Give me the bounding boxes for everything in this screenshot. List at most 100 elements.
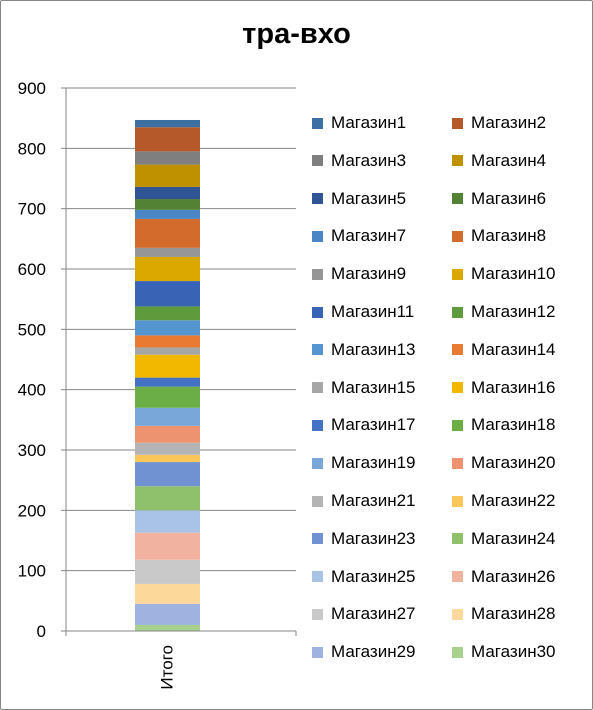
legend-label: Магазин28 [471, 604, 556, 624]
bar-segment-Магазин24 [135, 486, 200, 511]
legend-label: Магазин17 [331, 415, 416, 435]
y-tick-label: 200 [18, 501, 46, 520]
bar-segment-Магазин15 [135, 347, 200, 355]
legend-item: Магазин19 [312, 453, 416, 473]
legend-swatch [452, 382, 463, 394]
legend-label: Магазин12 [471, 302, 556, 321]
legend-swatch [312, 382, 323, 394]
y-tick-label: 900 [18, 79, 46, 98]
bar-segment-Магазин2 [135, 127, 200, 152]
bar-segment-Магазин10 [135, 256, 200, 282]
legend-swatch [312, 533, 323, 545]
legend-swatch [452, 457, 463, 469]
axes [65, 88, 297, 636]
legend-item: Магазин9 [312, 264, 406, 284]
legend-item: Магазин21 [312, 491, 416, 511]
bar-segment-Магазин19 [135, 407, 200, 426]
legend-item: Магазин1 [312, 113, 406, 133]
legend-swatch [452, 306, 463, 318]
legend-label: Магазин7 [331, 226, 407, 246]
legend-label: Магазин10 [471, 264, 556, 284]
legend-swatch [312, 155, 323, 167]
legend-swatch [452, 230, 463, 242]
legend-item: Магазин18 [452, 415, 556, 435]
bar-segment-Магазин21 [135, 442, 200, 455]
bar-segment-Магазин29 [135, 603, 200, 625]
legend-item: Магазин12 [452, 302, 556, 322]
chart-title: тра-вхо [242, 18, 351, 50]
legend-swatch [452, 533, 463, 545]
bar-segment-Магазин8 [135, 218, 200, 248]
bar-segment-Магазин1 [135, 119, 200, 128]
legend-label: Магазин6 [471, 188, 547, 208]
y-tick-label: 0 [37, 622, 46, 641]
legend-label: Магазин26 [471, 566, 556, 586]
y-tick-label: 400 [18, 381, 46, 400]
legend-item: Магазин26 [452, 567, 556, 587]
legend-swatch [312, 419, 323, 431]
legend-label: Магазин25 [331, 566, 416, 586]
legend-label: Магазин19 [331, 453, 416, 473]
legend-item: Магазин13 [312, 340, 416, 360]
legend-label: Магазин18 [471, 415, 556, 435]
legend-swatch [452, 155, 463, 167]
legend-swatch [312, 646, 323, 658]
bar-segment-Магазин5 [135, 186, 200, 200]
bar-segment-Магазин18 [135, 386, 200, 408]
legend-label: Магазин9 [331, 264, 407, 284]
legend-item: Магазин20 [452, 453, 556, 473]
legend-swatch [312, 344, 323, 356]
bar-segment-Магазин13 [135, 320, 200, 336]
legend-swatch [312, 571, 323, 583]
bar-segment-Магазин27 [135, 559, 200, 584]
legend-swatch [312, 306, 323, 318]
bar-segment-Магазин30 [135, 624, 200, 631]
legend-label: Магазин29 [331, 642, 416, 662]
legend-item: Магазин11 [312, 302, 414, 322]
legend-label: Магазин13 [331, 339, 416, 359]
legend-swatch [312, 495, 323, 507]
legend-item: Магазин27 [312, 604, 416, 624]
legend-swatch [452, 646, 463, 658]
legend-item: Магазин24 [452, 529, 556, 549]
legend-swatch [452, 117, 463, 129]
y-tick-label: 300 [18, 441, 46, 460]
legend-item: Магазин6 [452, 189, 546, 209]
legend-item: Магазин10 [452, 264, 556, 284]
legend-label: Магазин3 [331, 150, 407, 170]
bar-segment-Магазин20 [135, 425, 200, 443]
legend-swatch [452, 608, 463, 620]
legend-label: Магазин5 [331, 188, 407, 208]
bar-segment-Магазин3 [135, 151, 200, 165]
legend-item: Магазин30 [452, 642, 556, 662]
legend-label: Магазин15 [331, 377, 416, 397]
bar-segment-Магазин11 [135, 281, 200, 307]
legend-swatch [452, 495, 463, 507]
legend-label: Магазин8 [471, 226, 547, 246]
legend-item: Магазин23 [312, 529, 416, 549]
bar-segment-Магазин23 [135, 462, 200, 487]
legend-label: Магазин23 [331, 528, 416, 548]
legend-label: Магазин16 [471, 377, 556, 397]
bar-segment-Магазин28 [135, 583, 200, 604]
legend-label: Магазин27 [331, 604, 416, 624]
legend-swatch [312, 268, 323, 280]
legend-swatch [312, 230, 323, 242]
legend-item: Магазин17 [312, 415, 416, 435]
legend-label: Магазин21 [331, 491, 416, 510]
legend-label: Магазин24 [471, 528, 556, 548]
legend-swatch [452, 419, 463, 431]
legend-swatch [312, 608, 323, 620]
bar-segment-Магазин9 [135, 247, 200, 257]
legend-item: Магазин2 [452, 113, 546, 133]
legend-item: Магазин28 [452, 604, 556, 624]
legend-label: Магазин20 [471, 453, 556, 473]
legend-label: Магазин22 [471, 491, 556, 510]
legend-item: Магазин14 [452, 340, 556, 360]
y-tick-label: 100 [18, 562, 46, 581]
legend-item: Магазин22 [452, 491, 556, 511]
x-category-label: Итого [158, 645, 177, 690]
legend-swatch [452, 193, 463, 205]
legend-item: Магазин29 [312, 642, 416, 662]
